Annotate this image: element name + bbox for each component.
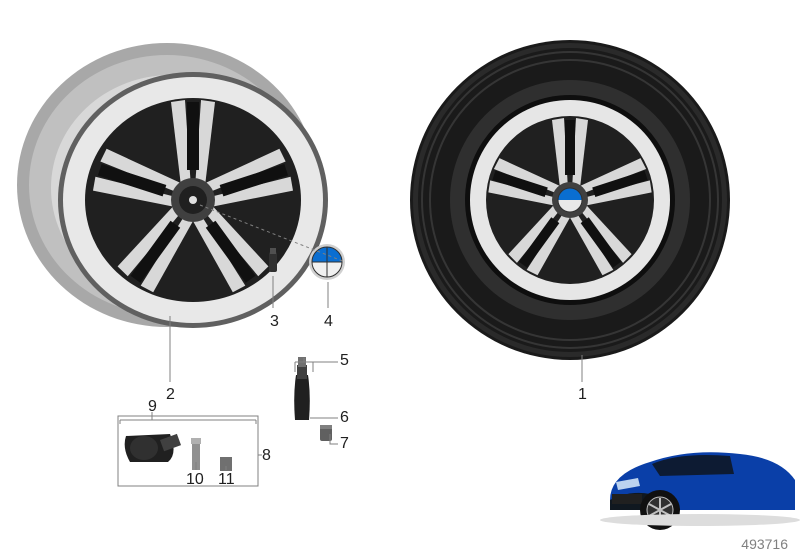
callout-11: 11 (218, 471, 235, 489)
callout-2: 2 (166, 386, 175, 404)
callout-3: 3 (270, 313, 279, 331)
callout-1: 1 (578, 386, 587, 404)
callout-4: 4 (324, 313, 333, 331)
diagram-part-id: 493716 (741, 536, 788, 552)
callout-9: 9 (148, 398, 157, 416)
car-thumbnail (600, 452, 800, 530)
callout-10: 10 (186, 471, 204, 489)
callout-7: 7 (340, 435, 349, 453)
diagram-canvas (0, 0, 800, 560)
valve-stem-small (269, 248, 277, 272)
callout-8: 8 (262, 447, 271, 465)
callout-5: 5 (340, 352, 349, 370)
tire-wheel (410, 40, 730, 360)
center-cap (309, 244, 345, 280)
callout-6: 6 (340, 409, 349, 427)
bare-rim (17, 43, 328, 328)
